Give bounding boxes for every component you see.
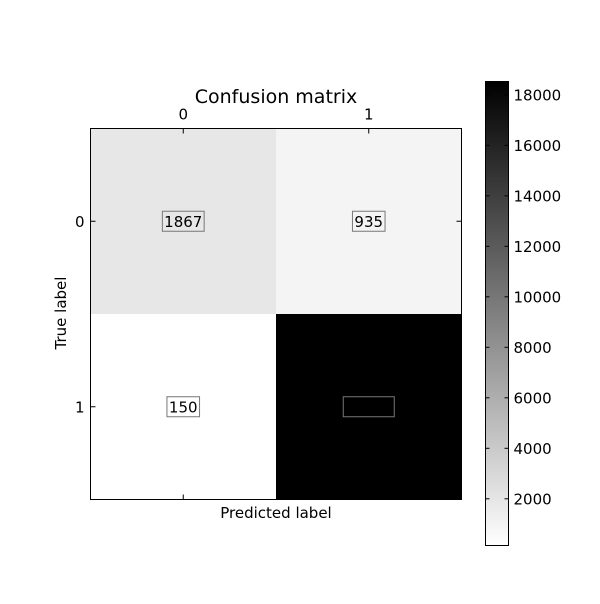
colorbar bbox=[485, 81, 509, 546]
colorbar-tick-label: 12000 bbox=[514, 238, 562, 256]
plot-frame bbox=[90, 128, 462, 500]
cell-label-1-0: 150 bbox=[166, 396, 201, 418]
y-tick-label: 0 bbox=[75, 213, 85, 231]
colorbar-tick-label: 18000 bbox=[514, 86, 562, 104]
cell-label-box bbox=[342, 396, 395, 418]
colorbar-tick-label: 4000 bbox=[514, 440, 552, 458]
cell-value: 150 bbox=[169, 398, 198, 416]
heatmap-cells bbox=[90, 128, 462, 500]
cell-label-box bbox=[161, 210, 205, 232]
x-axis-label: Predicted label bbox=[220, 504, 331, 522]
cell-label-0-1: 935 bbox=[351, 210, 386, 232]
x-tick-label: 1 bbox=[364, 106, 374, 124]
chart-title: Confusion matrix bbox=[195, 86, 357, 108]
colorbar-tick-label: 10000 bbox=[514, 288, 562, 306]
cell-value: 1867 bbox=[164, 213, 202, 231]
colorbar-tick-label: 16000 bbox=[514, 137, 562, 155]
colorbar-ticks: 2000 4000 6000 8000 10000 12000 14000 16000 1800… bbox=[485, 86, 562, 508]
y-axis-label: True label bbox=[52, 277, 70, 351]
cell-value-labels: 1867 935 150 18528 bbox=[161, 210, 395, 418]
cell-label-box bbox=[166, 396, 201, 418]
colorbar-tick-label: 8000 bbox=[514, 339, 552, 357]
x-tick-label: 0 bbox=[178, 106, 188, 124]
cell-label-0-0: 1867 bbox=[161, 210, 205, 232]
cell-value: 935 bbox=[354, 213, 383, 231]
cell-label-1-1: 18528 bbox=[342, 396, 395, 418]
y-axis-ticks: 01 bbox=[75, 213, 462, 416]
colorbar-tick-label: 14000 bbox=[514, 187, 562, 205]
colorbar-tick-label: 6000 bbox=[514, 389, 552, 407]
y-tick-label: 1 bbox=[75, 398, 85, 416]
colorbar-tick-label: 2000 bbox=[514, 490, 552, 508]
cell-label-box bbox=[351, 210, 386, 232]
cell-value: 18528 bbox=[345, 398, 393, 416]
